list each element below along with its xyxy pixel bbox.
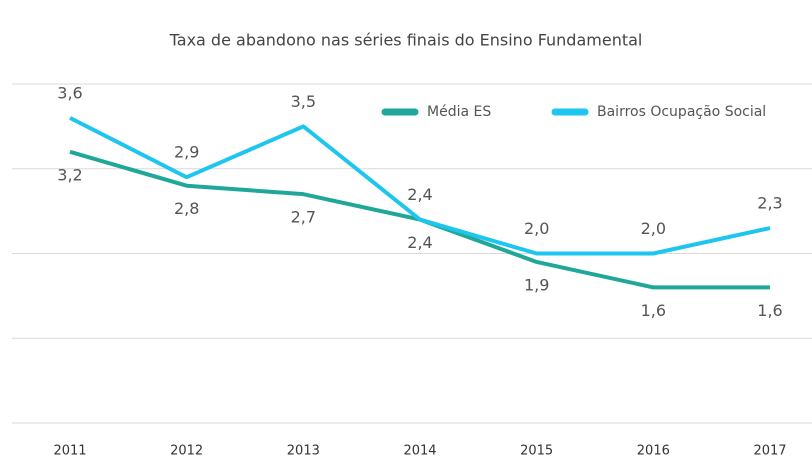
x-tick-label: 2013 <box>287 444 320 459</box>
legend-label: Bairros Ocupação Social <box>597 104 766 120</box>
data-label: 3,5 <box>291 92 316 111</box>
data-label: 2,4 <box>407 185 432 204</box>
data-label: 2,3 <box>757 194 782 213</box>
data-label: 3,2 <box>57 165 82 184</box>
x-tick-label: 2016 <box>637 444 670 459</box>
x-tick-label: 2015 <box>520 444 553 459</box>
data-label: 1,9 <box>524 275 549 294</box>
data-label: 2,9 <box>174 143 199 162</box>
series-line <box>69 116 771 256</box>
data-label: 1,6 <box>757 301 782 320</box>
x-tick-label: 2011 <box>53 444 86 459</box>
data-label: 3,6 <box>57 83 82 102</box>
data-label: 2,7 <box>291 208 316 227</box>
legend-label: Média ES <box>427 104 491 120</box>
x-tick-label: 2017 <box>753 444 786 459</box>
data-label: 2,4 <box>407 233 432 252</box>
data-label: 1,6 <box>641 301 666 320</box>
data-label: 2,8 <box>174 199 199 218</box>
data-label: 2,0 <box>524 219 549 238</box>
x-tick-label: 2014 <box>403 444 436 459</box>
chart-title: Taxa de abandono nas séries finais do En… <box>169 31 643 50</box>
x-tick-label: 2012 <box>170 444 203 459</box>
data-label: 2,0 <box>641 219 666 238</box>
